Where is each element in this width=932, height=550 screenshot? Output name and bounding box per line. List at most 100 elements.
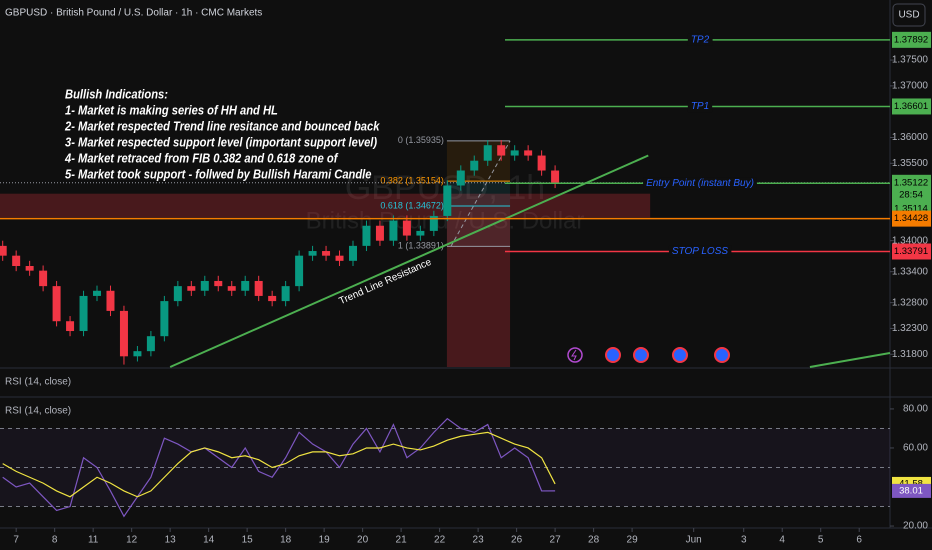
candle-body bbox=[416, 230, 425, 236]
candle-body bbox=[25, 265, 34, 271]
price-tag-label: 1.34428 bbox=[894, 213, 928, 224]
level-name: TP1 bbox=[691, 101, 709, 112]
candle-body bbox=[160, 301, 169, 337]
candle-body bbox=[227, 286, 236, 291]
x-tick-label: 5 bbox=[818, 535, 824, 546]
trend-line bbox=[169, 154, 649, 368]
candle-body bbox=[295, 255, 304, 287]
candle-body bbox=[483, 145, 492, 161]
candle-body bbox=[79, 295, 88, 332]
fib-label: 0.382 (1.35154) bbox=[380, 176, 444, 186]
x-tick-label: 4 bbox=[779, 535, 785, 546]
candle-body bbox=[335, 255, 344, 261]
y-tick-label: 1.32800 bbox=[892, 297, 929, 308]
pane-title: RSI (14, close) bbox=[5, 377, 71, 388]
candle-body bbox=[0, 245, 7, 256]
x-tick-label: 29 bbox=[627, 535, 639, 546]
annotation-line: Bullish Indications: bbox=[65, 87, 168, 102]
candle-body bbox=[200, 280, 209, 291]
candle-body bbox=[308, 251, 317, 256]
y-tick-label: 80.00 bbox=[903, 404, 928, 415]
candle-body bbox=[497, 145, 506, 156]
x-tick-label: 19 bbox=[319, 535, 331, 546]
candle-body bbox=[537, 155, 546, 171]
event-icon[interactable] bbox=[605, 347, 621, 363]
candle-body bbox=[214, 280, 223, 287]
candle-body bbox=[551, 170, 560, 183]
level-name-bg bbox=[687, 100, 713, 113]
x-tick-label: 22 bbox=[434, 535, 446, 546]
price-tag bbox=[892, 98, 931, 115]
y-tick-label: 1.31800 bbox=[892, 349, 929, 360]
event-icon-glyph bbox=[571, 349, 577, 361]
x-tick-label: 27 bbox=[550, 535, 562, 546]
x-tick-label: 23 bbox=[473, 535, 485, 546]
candle-body bbox=[106, 290, 115, 311]
candle-body bbox=[322, 251, 331, 256]
ma-line bbox=[2, 431, 556, 498]
y-tick-label: 1.36000 bbox=[892, 132, 929, 143]
price-tag-label: 1.33791 bbox=[894, 246, 928, 257]
candle-body bbox=[456, 170, 465, 186]
y-tick-label: 1.37000 bbox=[892, 81, 929, 92]
level-name: TP2 bbox=[691, 34, 710, 45]
x-tick-label: 20 bbox=[357, 535, 369, 546]
event-icon[interactable] bbox=[672, 347, 688, 363]
x-tick-label: 6 bbox=[856, 535, 862, 546]
x-tick-label: 28 bbox=[588, 535, 600, 546]
annotation-line: 4- Market retraced from FIB 0.382 and 0.… bbox=[64, 151, 339, 166]
rsi-line bbox=[2, 417, 556, 518]
candle-body bbox=[133, 351, 142, 357]
x-tick-label: 3 bbox=[741, 535, 747, 546]
candle-body bbox=[402, 220, 411, 236]
x-tick-label: 11 bbox=[88, 535, 99, 546]
currency-button[interactable] bbox=[892, 3, 926, 27]
y-tick-label: 20.00 bbox=[903, 521, 928, 532]
candle-body bbox=[12, 255, 21, 266]
candle-body bbox=[348, 245, 357, 261]
candle-body bbox=[93, 290, 102, 296]
level-name: Entry Point (instant Buy) bbox=[646, 178, 754, 189]
candle-body bbox=[362, 225, 371, 246]
x-tick-label: 13 bbox=[165, 535, 177, 546]
candle-body bbox=[429, 215, 438, 231]
fib-label: 0 (1.35935) bbox=[398, 135, 444, 145]
candle-body bbox=[146, 336, 155, 352]
candle-body bbox=[187, 286, 196, 291]
candle-body bbox=[470, 160, 479, 171]
candle-body bbox=[389, 220, 398, 241]
y-tick-label: 1.33400 bbox=[892, 266, 929, 277]
event-icon[interactable] bbox=[633, 347, 649, 363]
candle-body bbox=[52, 286, 61, 322]
x-tick-label: 26 bbox=[511, 535, 523, 546]
rsi-value-label: 38.01 bbox=[899, 485, 923, 496]
candle-body bbox=[443, 185, 452, 216]
price-tag bbox=[892, 243, 931, 260]
price-tag bbox=[892, 210, 931, 227]
pane-title: RSI (14, close) bbox=[5, 406, 71, 417]
annotation-line: 2- Market respected Trend line resitance… bbox=[64, 119, 381, 134]
candle-body bbox=[39, 270, 48, 287]
fib-trend bbox=[450, 140, 511, 247]
x-tick-label: 18 bbox=[280, 535, 292, 546]
x-tick-label: 7 bbox=[13, 535, 19, 546]
candle-body bbox=[281, 286, 290, 302]
annotation: Bullish Indications:1- Market is making … bbox=[64, 87, 381, 182]
event-icon[interactable] bbox=[567, 347, 583, 363]
currency-label[interactable]: USD bbox=[898, 10, 919, 21]
x-tick-label: 12 bbox=[126, 535, 138, 546]
fib-label: 1 (1.33891) bbox=[398, 241, 444, 251]
y-tick-label: 60.00 bbox=[903, 443, 928, 454]
y-tick-label: 1.32300 bbox=[892, 323, 929, 334]
annotation-line: 3- Market respected support level (impor… bbox=[65, 135, 377, 150]
event-icon[interactable] bbox=[714, 347, 730, 363]
level-name: STOP LOSS bbox=[672, 246, 728, 257]
candle-body bbox=[254, 280, 263, 296]
event-icons bbox=[567, 347, 730, 363]
x-tick-label: 8 bbox=[52, 535, 58, 546]
candle-body bbox=[524, 150, 533, 156]
trend-line bbox=[809, 351, 891, 368]
